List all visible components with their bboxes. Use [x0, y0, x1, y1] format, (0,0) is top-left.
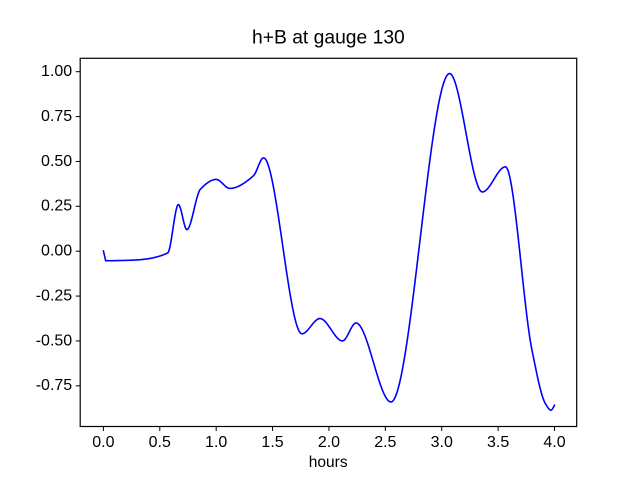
svg-text:0.50: 0.50: [41, 153, 72, 170]
svg-text:h+B at gauge 130: h+B at gauge 130: [252, 28, 405, 49]
svg-text:0.5: 0.5: [149, 434, 171, 451]
svg-text:-0.50: -0.50: [36, 332, 73, 349]
svg-text:1.5: 1.5: [261, 434, 283, 451]
svg-text:0.00: 0.00: [41, 243, 72, 260]
svg-text:3.0: 3.0: [431, 434, 453, 451]
svg-text:2.5: 2.5: [374, 434, 396, 451]
svg-text:-0.75: -0.75: [36, 377, 73, 394]
svg-text:-0.25: -0.25: [36, 287, 73, 304]
svg-text:3.5: 3.5: [487, 434, 509, 451]
svg-text:4.0: 4.0: [543, 434, 565, 451]
svg-text:2.0: 2.0: [318, 434, 340, 451]
svg-text:hours: hours: [309, 454, 348, 471]
svg-text:0.25: 0.25: [41, 198, 72, 215]
svg-text:0.0: 0.0: [92, 434, 114, 451]
svg-text:0.75: 0.75: [41, 108, 72, 125]
svg-text:1.00: 1.00: [41, 63, 72, 80]
svg-text:1.0: 1.0: [205, 434, 227, 451]
